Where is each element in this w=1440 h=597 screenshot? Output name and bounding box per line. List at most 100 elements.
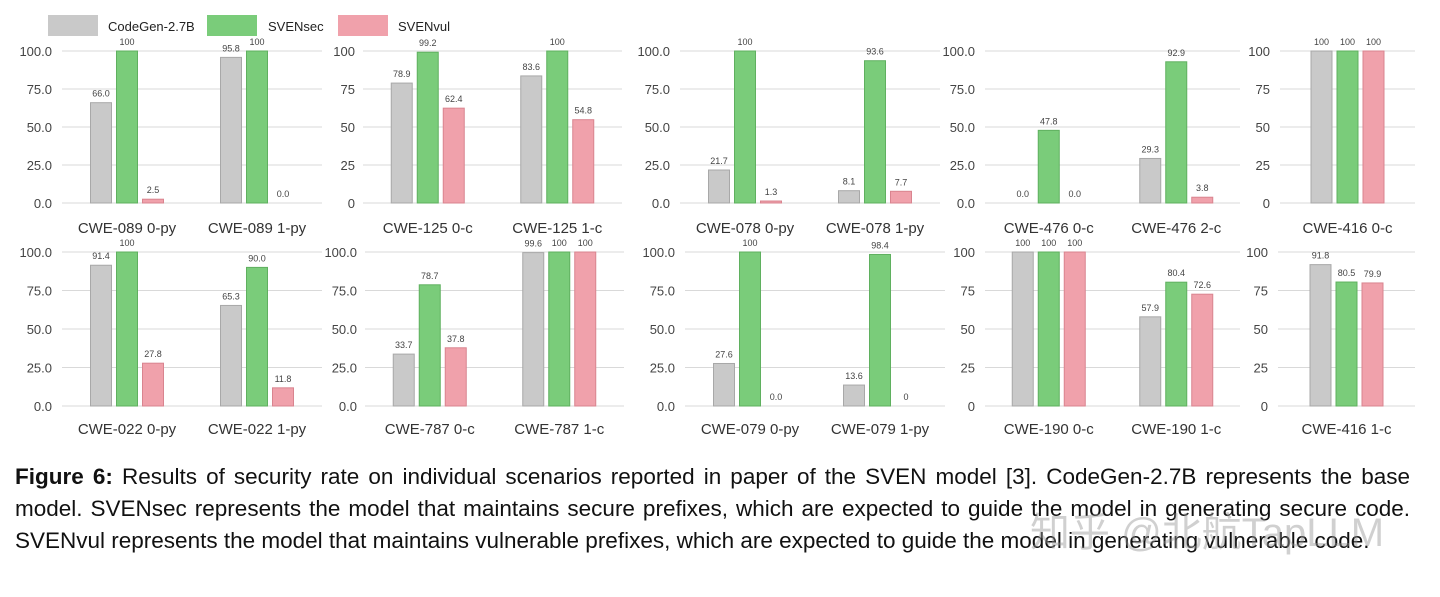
category-label: CWE-089 1-py (208, 220, 307, 237)
y-tick-label: 50 (1256, 120, 1270, 135)
y-tick-label: 50 (341, 120, 355, 135)
category-label: CWE-787 0-c (385, 421, 476, 438)
data-label: 11.8 (275, 374, 292, 384)
data-label: 66.0 (92, 89, 110, 99)
y-tick-label: 25 (961, 361, 975, 376)
legend-swatch-2 (338, 15, 388, 36)
data-label: 54.8 (574, 106, 592, 116)
y-tick-label: 100.0 (324, 245, 357, 260)
data-label: 92.9 (1167, 48, 1185, 58)
y-tick-label: 100.0 (942, 44, 975, 59)
data-label: 2.5 (147, 185, 160, 195)
bar-svensec (1165, 281, 1188, 407)
data-label: 0.0 (770, 392, 783, 402)
y-tick-label: 100 (333, 44, 355, 59)
bar-svenvul (760, 200, 782, 204)
data-label: 0.0 (1068, 189, 1081, 199)
caption-text: Results of security rate on individual s… (15, 464, 1410, 553)
bar-svensec (1037, 251, 1060, 407)
legend-label-2: SVENvul (398, 19, 450, 34)
data-label: 3.8 (1196, 183, 1209, 193)
bar-svensec (1335, 281, 1358, 407)
bar-svenvul (572, 119, 595, 204)
data-label: 37.8 (447, 334, 465, 344)
y-tick-label: 25 (341, 158, 355, 173)
data-label: 100 (1366, 37, 1381, 47)
bar-svenvul (444, 347, 467, 407)
bar-codegen-2-7b (713, 362, 735, 407)
y-tick-label: 75.0 (650, 284, 675, 299)
bar-svensec (1165, 61, 1188, 204)
data-label: 100 (1067, 238, 1082, 248)
data-label: 13.6 (845, 371, 863, 381)
data-label: 100 (119, 37, 134, 47)
data-label: 98.4 (871, 240, 889, 250)
y-tick-label: 0.0 (652, 196, 670, 211)
bar-svensec (546, 50, 569, 204)
y-tick-label: 25.0 (27, 361, 52, 376)
data-label: 100 (552, 238, 567, 248)
data-label: 27.8 (144, 349, 162, 359)
data-label: 79.9 (1364, 269, 1382, 279)
watermark: 知乎 @北航TapLLM (1030, 511, 1385, 555)
y-tick-label: 50.0 (645, 120, 670, 135)
legend-label-1: SVENsec (268, 19, 324, 34)
category-label: CWE-476 0-c (1004, 220, 1095, 237)
data-label: 99.6 (524, 239, 542, 249)
bar-svenvul (1362, 50, 1385, 204)
bar-codegen-2-7b (220, 56, 242, 204)
y-tick-label: 50 (1254, 322, 1268, 337)
data-label: 78.9 (393, 69, 411, 79)
category-label: CWE-078 1-py (826, 220, 925, 237)
bar-svenvul (1191, 293, 1214, 407)
data-label: 78.7 (421, 271, 439, 281)
data-label: 100 (1314, 37, 1329, 47)
category-label: CWE-190 1-c (1131, 421, 1222, 438)
data-label: 47.8 (1040, 116, 1058, 126)
data-label: 57.9 (1141, 303, 1159, 313)
bar-codegen-2-7b (390, 82, 413, 204)
bar-svensec (246, 50, 268, 204)
y-tick-label: 100.0 (19, 44, 52, 59)
data-label: 27.6 (715, 349, 733, 359)
bar-svensec (418, 284, 441, 407)
bar-svensec (1336, 50, 1359, 204)
category-label: CWE-416 0-c (1302, 220, 1393, 237)
data-label: 100 (249, 37, 264, 47)
legend-swatch-0 (48, 15, 98, 36)
bar-codegen-2-7b (220, 304, 242, 407)
y-tick-label: 0 (968, 399, 975, 414)
bar-codegen-2-7b (708, 169, 730, 204)
y-tick-label: 50 (961, 322, 975, 337)
bar-svensec (246, 266, 268, 407)
y-tick-label: 0.0 (339, 399, 357, 414)
figure-caption: Figure 6: Results of security rate on in… (15, 461, 1410, 557)
y-tick-label: 50.0 (27, 120, 52, 135)
data-label: 95.8 (222, 43, 240, 53)
data-label: 100 (742, 238, 757, 248)
y-tick-label: 75.0 (27, 82, 52, 97)
y-tick-label: 0.0 (34, 196, 52, 211)
y-tick-label: 75 (341, 82, 355, 97)
y-tick-label: 0 (348, 196, 355, 211)
bar-codegen-2-7b (392, 353, 415, 407)
y-tick-label: 75.0 (645, 82, 670, 97)
bar-svensec (739, 251, 761, 407)
bar-svensec (416, 51, 439, 204)
y-tick-label: 50.0 (332, 322, 357, 337)
bar-svenvul (442, 107, 465, 204)
bar-codegen-2-7b (1011, 251, 1034, 407)
data-label: 100 (578, 238, 593, 248)
category-label: CWE-078 0-py (696, 220, 795, 237)
bar-codegen-2-7b (1139, 157, 1162, 204)
data-label: 80.4 (1167, 268, 1185, 278)
y-tick-label: 100 (1246, 245, 1268, 260)
y-tick-label: 75.0 (27, 284, 52, 299)
bar-codegen-2-7b (843, 384, 865, 407)
category-label: CWE-125 0-c (383, 220, 474, 237)
bar-codegen-2-7b (1309, 264, 1332, 407)
data-label: 21.7 (710, 156, 728, 166)
y-tick-label: 25.0 (27, 158, 52, 173)
bar-svenvul (890, 190, 912, 204)
y-tick-label: 75 (1254, 284, 1268, 299)
